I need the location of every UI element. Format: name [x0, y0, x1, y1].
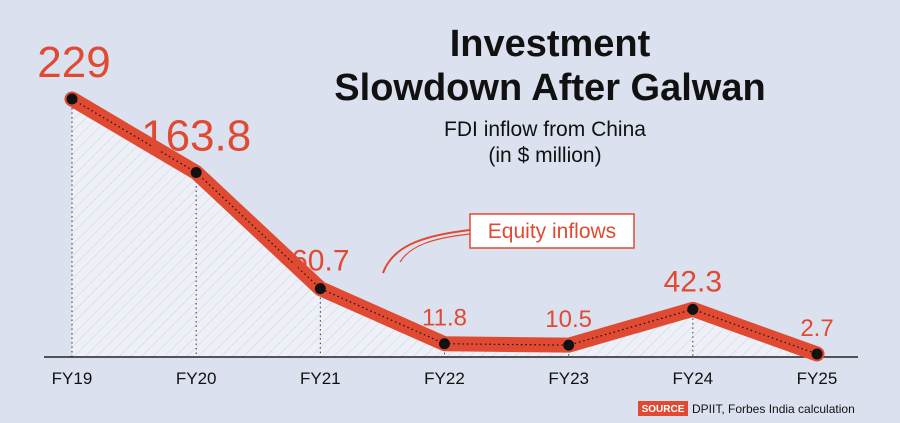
marker-fy22 [439, 338, 450, 350]
marker-fy21 [314, 283, 326, 295]
callout-curve [382, 229, 471, 274]
source-tag [638, 401, 688, 416]
x-tick-label-fy20: FY20 [176, 369, 217, 388]
marker-fy25 [811, 348, 823, 360]
marker-fy19 [66, 93, 78, 105]
chart-subtitle-line-2: (in $ million) [488, 144, 601, 167]
data-label-fy19: 229 [37, 38, 110, 87]
x-tick-label-fy24: FY24 [673, 369, 714, 388]
marker-fy23 [563, 339, 575, 351]
x-tick-label-fy25: FY25 [797, 369, 838, 388]
callout-box [469, 213, 635, 249]
data-label-fy22: 11.8 [422, 305, 467, 332]
x-tick-label-fy22: FY22 [424, 369, 465, 388]
chart-title-line-2: Slowdown After Galwan [334, 67, 765, 109]
marker-fy20 [190, 166, 202, 178]
callout-label: Equity inflows [488, 220, 616, 243]
chart-subtitle-line-1: FDI inflow from China [444, 118, 646, 141]
x-tick-label-fy23: FY23 [548, 369, 589, 388]
data-label-fy23: 10.5 [545, 306, 592, 333]
data-label-fy21: 60.7 [291, 245, 349, 278]
source-text: DPIIT, Forbes India calculation [692, 402, 855, 416]
data-label-fy25: 2.7 [800, 315, 833, 342]
x-tick-label-fy19: FY19 [52, 369, 93, 388]
x-tick-label-fy21: FY21 [300, 369, 341, 388]
data-label-fy24: 42.3 [664, 265, 722, 298]
area-hatch [72, 99, 817, 357]
data-label-fy20: 163.8 [141, 111, 251, 160]
callout-curve-inner [399, 233, 471, 263]
marker-fy24 [687, 303, 699, 315]
source-label: SOURCE [642, 404, 685, 415]
chart-title-line-1: Investment [450, 23, 651, 65]
